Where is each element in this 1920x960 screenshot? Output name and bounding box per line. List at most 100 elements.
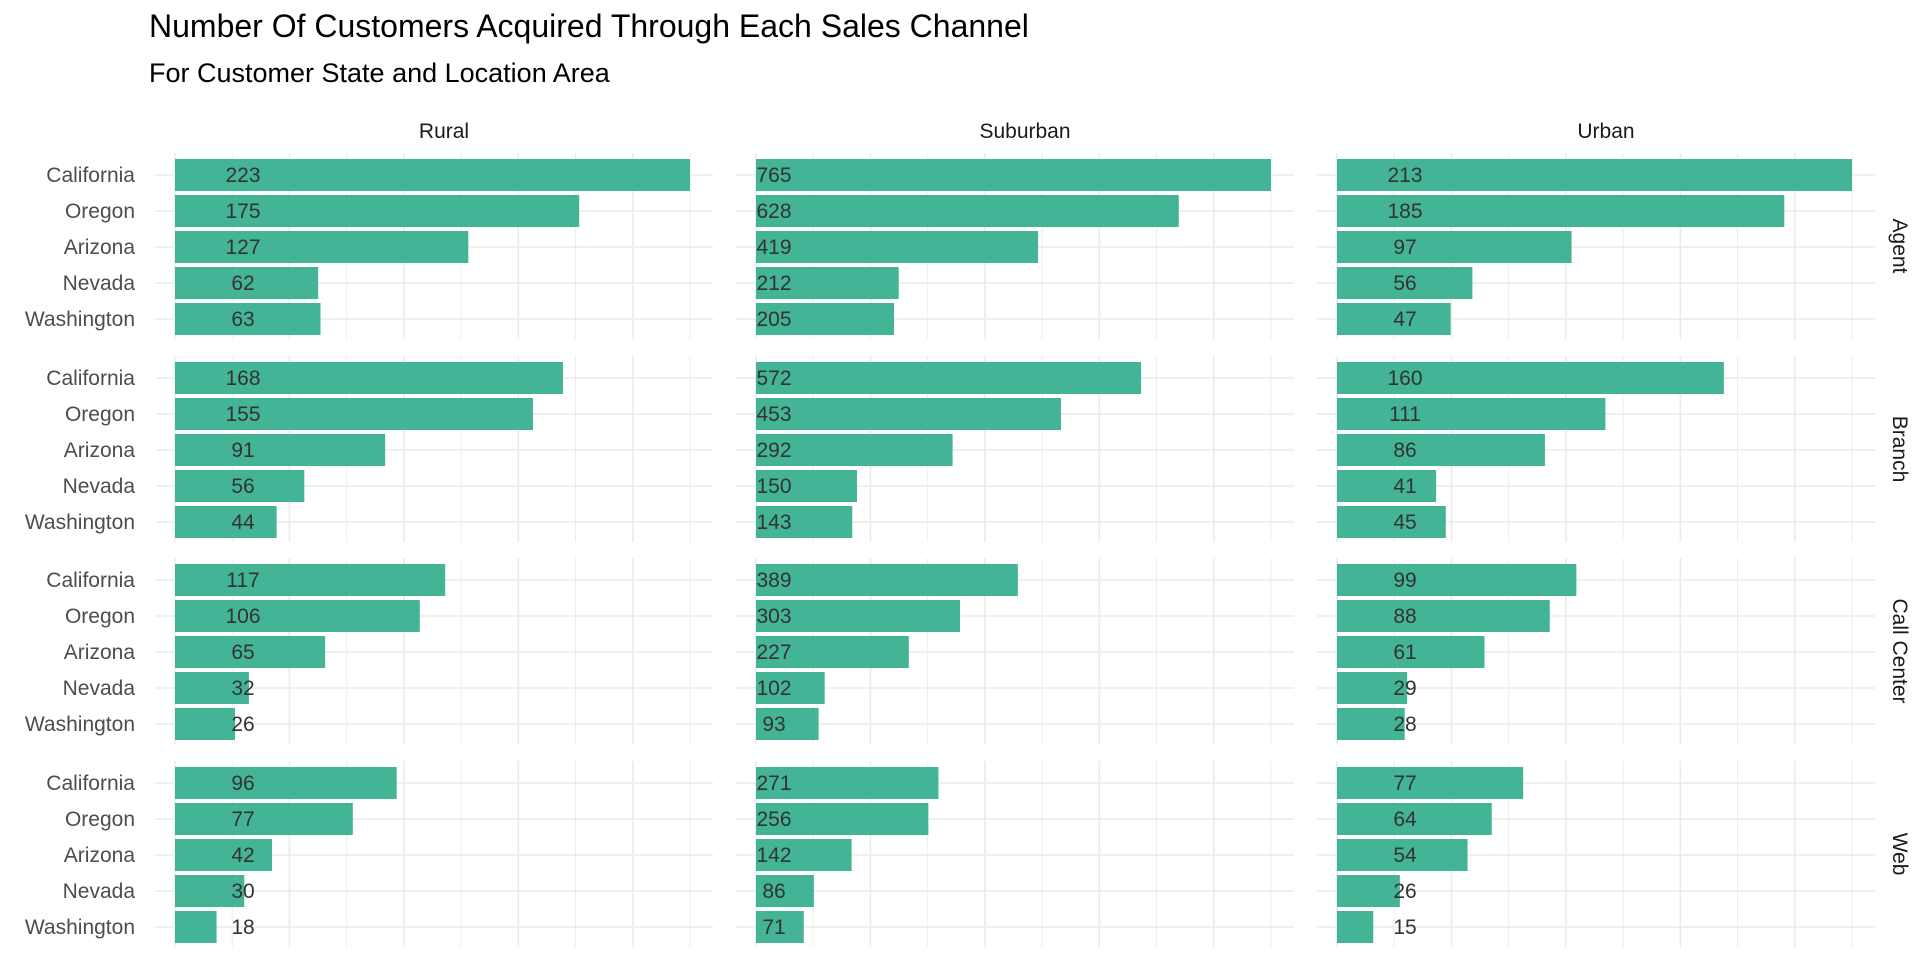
y-tick-label: Oregon (65, 605, 135, 628)
bar-value-label: 453 (756, 403, 791, 426)
bar-value-label: 93 (762, 713, 785, 736)
bar-value-label: 42 (231, 844, 254, 867)
bar-value-label: 32 (231, 677, 254, 700)
bar (756, 267, 899, 299)
y-tick-label: Nevada (63, 272, 136, 295)
bar (175, 672, 249, 704)
bar-value-label: 212 (756, 272, 791, 295)
bar (1337, 303, 1451, 335)
bar (1337, 398, 1606, 430)
bar-value-label: 292 (756, 439, 791, 462)
bar-value-label: 91 (231, 439, 254, 462)
bar-value-label: 205 (756, 308, 791, 331)
bar (756, 159, 1271, 191)
bar-value-label: 63 (231, 308, 254, 331)
bar (1337, 564, 1577, 596)
facet-row-label: Web (1888, 833, 1911, 876)
bar (175, 195, 580, 227)
bar-value-label: 628 (756, 200, 791, 223)
bar (1337, 159, 1852, 191)
bar (756, 767, 939, 799)
bar (175, 362, 563, 394)
bar (175, 803, 353, 835)
chart-title: Number Of Customers Acquired Through Eac… (149, 8, 1029, 44)
bar (1337, 708, 1405, 740)
bar (175, 398, 533, 430)
bar-value-label: 62 (231, 272, 254, 295)
facet-row-label: Agent (1888, 219, 1911, 274)
bar-value-label: 765 (756, 164, 791, 187)
bar (756, 195, 1179, 227)
bar-value-label: 127 (225, 236, 260, 259)
bar-value-label: 256 (756, 808, 791, 831)
bar-value-label: 175 (225, 200, 260, 223)
bar (756, 875, 814, 907)
y-tick-label: Washington (25, 916, 135, 939)
facet-column-label: Suburban (979, 120, 1070, 143)
bar-value-label: 223 (225, 164, 260, 187)
bar (175, 434, 386, 466)
bar-value-label: 86 (762, 880, 785, 903)
bar-value-label: 44 (231, 511, 255, 534)
bar-value-label: 64 (1393, 808, 1417, 831)
bar (175, 875, 245, 907)
bar-value-label: 106 (225, 605, 260, 628)
bar (756, 911, 804, 943)
bar-value-label: 26 (231, 713, 254, 736)
bar (756, 600, 960, 632)
bar-value-label: 185 (1387, 200, 1422, 223)
bar-value-label: 102 (756, 677, 791, 700)
bar (175, 159, 690, 191)
y-tick-label: Oregon (65, 403, 135, 426)
bar (756, 470, 857, 502)
y-tick-label: Oregon (65, 200, 135, 223)
bar-value-label: 97 (1393, 236, 1416, 259)
y-tick-label: California (46, 569, 135, 592)
bar (175, 303, 321, 335)
facet-column-label: Rural (419, 120, 469, 143)
y-tick-label: Nevada (63, 880, 136, 903)
y-tick-label: California (46, 772, 135, 795)
bar (756, 564, 1018, 596)
bar-value-label: 65 (231, 641, 254, 664)
bar-value-label: 168 (225, 367, 260, 390)
bar-value-label: 15 (1393, 916, 1416, 939)
bar (175, 600, 420, 632)
bar-value-label: 18 (231, 916, 254, 939)
bar (756, 636, 909, 668)
bar-value-label: 99 (1393, 569, 1416, 592)
bar-value-label: 213 (1387, 164, 1422, 187)
bar-value-label: 56 (231, 475, 254, 498)
bar (1337, 672, 1408, 704)
bar (756, 231, 1039, 263)
y-tick-label: Arizona (64, 439, 136, 462)
bar-value-label: 29 (1393, 677, 1416, 700)
bar-value-label: 271 (756, 772, 791, 795)
bar-value-label: 86 (1393, 439, 1416, 462)
y-tick-label: Arizona (64, 641, 136, 664)
bar (756, 672, 825, 704)
bar (175, 767, 397, 799)
bar-value-label: 56 (1393, 272, 1416, 295)
bar (1337, 803, 1492, 835)
y-tick-label: California (46, 164, 135, 187)
y-tick-label: Nevada (63, 677, 136, 700)
grid-layer (155, 153, 1875, 947)
bar-value-label: 26 (1393, 880, 1416, 903)
label-layer: Rural Suburban Urban Agent Branch Call Center… (25, 120, 1911, 939)
bar (1337, 506, 1446, 538)
bar-value-label: 419 (756, 236, 791, 259)
bar-value-label: 71 (762, 916, 785, 939)
bar-value-label: 160 (1387, 367, 1422, 390)
y-tick-label: Arizona (64, 236, 136, 259)
bar (1337, 195, 1785, 227)
bar-layer (175, 159, 1852, 943)
bar-value-label: 143 (756, 511, 791, 534)
bar (756, 803, 929, 835)
y-tick-label: Nevada (63, 475, 136, 498)
bar (756, 362, 1142, 394)
bar (1337, 362, 1724, 394)
bar-value-label: 77 (1393, 772, 1416, 795)
bar-value-label: 389 (756, 569, 791, 592)
